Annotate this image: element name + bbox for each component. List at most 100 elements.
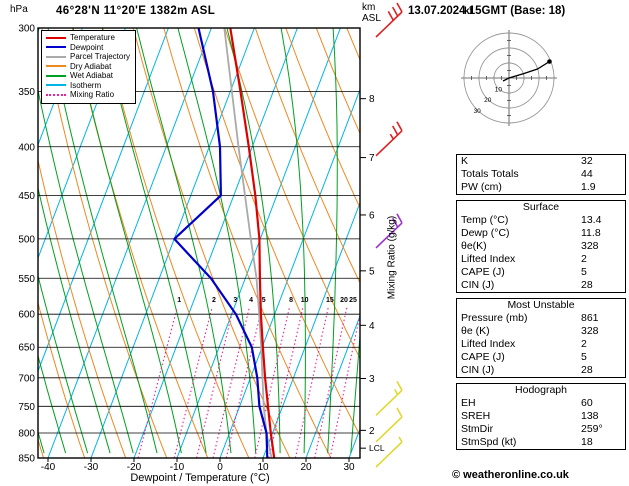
index-value: 28	[581, 279, 593, 291]
hodograph-ring-label: 20	[484, 97, 492, 104]
index-value: 32	[581, 155, 593, 167]
height-axis-unit: km ASL	[362, 2, 381, 24]
svg-text:3: 3	[369, 374, 375, 385]
index-row: EH 60	[457, 397, 625, 410]
height-axis-unit-km: km	[362, 2, 376, 13]
index-label: Temp (°C)	[461, 214, 509, 226]
legend-swatch-line	[46, 65, 66, 68]
wind-barb	[375, 380, 403, 416]
index-value: 1.9	[581, 181, 596, 193]
dewpoint-curve	[173, 28, 269, 458]
index-row: StmDir 259°	[457, 423, 625, 436]
index-row: Lifted Index 2	[457, 253, 625, 266]
svg-text:25: 25	[349, 297, 357, 304]
hodograph-ring	[493, 62, 525, 94]
legend-label: Mixing Ratio	[70, 90, 115, 99]
temperature-curve	[229, 28, 276, 458]
index-row: CAPE (J) 5	[457, 266, 625, 279]
mixing-ratio-lines	[137, 307, 360, 458]
table-title: Surface	[522, 201, 560, 213]
hodograph-ring	[463, 32, 555, 124]
index-row: θe(K) 328	[457, 240, 625, 253]
legend-label: Isotherm	[70, 80, 102, 90]
legend-swatch-line	[46, 46, 66, 49]
temperature-tick-labels: -40 -30 -20 -10 0 10 20 30	[41, 458, 355, 473]
svg-text:350: 350	[18, 87, 35, 98]
hodograph-unit-label: kt	[464, 6, 473, 17]
svg-text:20: 20	[340, 297, 348, 304]
x-axis-label: Dewpoint / Temperature (°C)	[130, 472, 270, 484]
svg-text:5: 5	[262, 297, 266, 304]
svg-text:500: 500	[18, 234, 35, 245]
datetime-label: 13.07.2024 15GMT (Base: 18)	[408, 5, 566, 17]
svg-text:10: 10	[257, 462, 269, 473]
hodograph-trace	[502, 60, 550, 82]
index-row: Dewp (°C) 11.8	[457, 227, 625, 240]
legend-item: Mixing Ratio	[46, 90, 130, 100]
svg-text:-30: -30	[84, 462, 99, 473]
svg-text:2: 2	[369, 426, 375, 437]
legend-label: Dry Adiabat	[70, 61, 112, 71]
wind-barb	[375, 213, 403, 249]
hodograph-ring-label: 30	[474, 108, 482, 115]
index-label: PW (cm)	[461, 181, 502, 193]
table-surface: Surface Temp (°C) 13.4 Dewp (°C) 11.8 θe(K) 32…	[456, 200, 626, 293]
svg-text:8: 8	[369, 94, 375, 105]
index-row: K 32	[457, 155, 625, 168]
svg-text:-10: -10	[170, 462, 185, 473]
svg-text:700: 700	[18, 373, 35, 384]
index-value: 2	[581, 338, 587, 350]
svg-text:-20: -20	[127, 462, 142, 473]
index-label: CAPE (J)	[461, 351, 505, 363]
indices-tables: K 32 Totals Totals 44 PW (cm) 1.9 Surface Temp …	[456, 154, 626, 455]
legend-swatch-line	[46, 93, 66, 96]
wind-barb	[375, 436, 403, 468]
parcel-trajectory-curve	[223, 28, 273, 458]
wind-barb	[375, 121, 403, 157]
svg-text:20: 20	[300, 462, 312, 473]
svg-text:650: 650	[18, 343, 35, 354]
index-value: 138	[581, 410, 599, 422]
hodograph-storm-motion-marker	[547, 59, 552, 64]
credit: © weatheronline.co.uk	[452, 469, 569, 481]
index-value: 5	[581, 266, 587, 278]
svg-text:6: 6	[369, 210, 375, 221]
index-label: SREH	[461, 410, 491, 422]
legend-label: Wet Adiabat	[70, 71, 113, 80]
legend-swatch-line	[46, 74, 66, 77]
svg-text:-40: -40	[41, 462, 56, 473]
table-title: Most Unstable	[507, 299, 575, 311]
station-title: 46°28'N 11°20'E 1382m ASL	[56, 5, 216, 17]
index-row: CIN (J) 28	[457, 279, 625, 292]
legend-swatch-line	[46, 36, 66, 39]
index-value: 861	[581, 312, 599, 324]
lcl-label: LCL	[369, 443, 385, 453]
index-label: CIN (J)	[461, 364, 495, 376]
pressure-axis-unit: hPa	[10, 4, 28, 15]
index-row: PW (cm) 1.9	[457, 181, 625, 194]
pressure-tick-labels: 300 350 400 450 500 550 600 650 700 750 800 850	[18, 24, 35, 465]
index-label: Lifted Index	[461, 338, 516, 350]
svg-text:750: 750	[18, 402, 35, 413]
svg-text:600: 600	[18, 310, 35, 321]
legend-label: Temperature	[70, 33, 115, 42]
svg-text:1: 1	[177, 297, 181, 304]
svg-text:0: 0	[217, 462, 223, 473]
legend-label: Dewpoint	[70, 42, 104, 52]
table-most-unstable: Most Unstable Pressure (mb) 861 θe (K) 328 Li…	[456, 298, 626, 378]
height-axis: 2 3 4 5 6 7 8 LCL	[360, 94, 385, 453]
index-label: StmSpd (kt)	[461, 436, 517, 448]
index-label: CAPE (J)	[461, 266, 505, 278]
index-value: 60	[581, 397, 593, 409]
legend-item: Dry Adiabat	[46, 62, 130, 72]
table-stability-indices: K 32 Totals Totals 44 PW (cm) 1.9	[456, 154, 626, 195]
index-value: 28	[581, 364, 593, 376]
plot-border	[37, 27, 361, 459]
legend: Temperature Dewpoint Parcel Trajectory Dry …	[41, 30, 137, 104]
svg-text:3: 3	[233, 297, 237, 304]
index-value: 5	[581, 351, 587, 363]
index-label: EH	[461, 397, 476, 409]
